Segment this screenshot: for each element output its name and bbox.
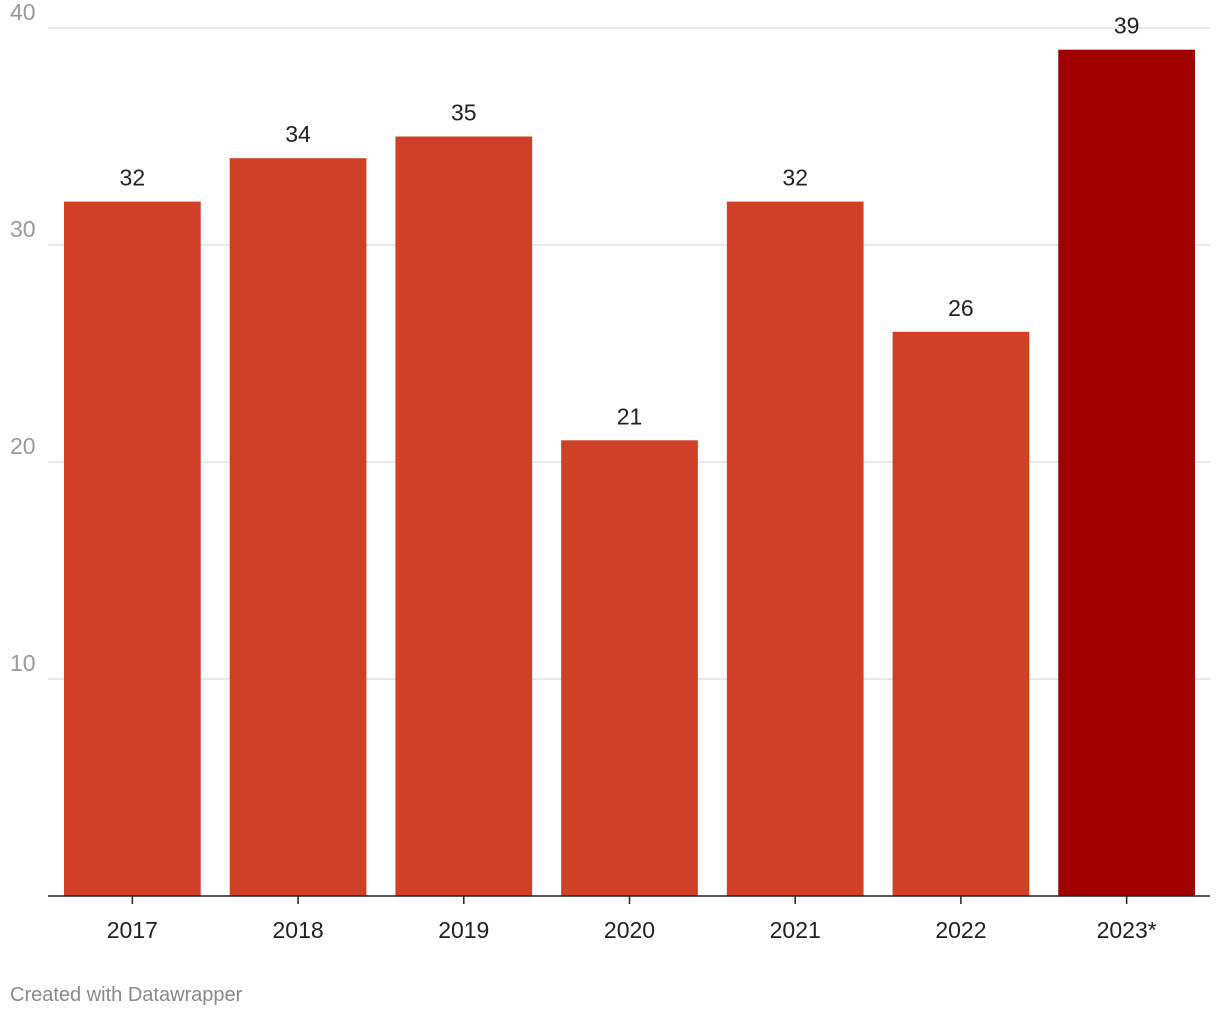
bar	[395, 136, 533, 896]
x-tick-label: 2022	[935, 917, 986, 943]
y-tick-label: 10	[10, 650, 36, 676]
y-tick-label: 20	[10, 433, 36, 459]
bars	[64, 49, 1195, 897]
y-tick-label: 40	[10, 0, 36, 25]
data-label: 39	[1114, 13, 1140, 39]
data-label: 26	[948, 295, 974, 321]
x-tick-label: 2020	[604, 917, 655, 943]
bar	[726, 201, 864, 897]
bar	[892, 331, 1030, 896]
x-tick-label: 2018	[272, 917, 323, 943]
data-label: 35	[451, 100, 477, 126]
bar	[561, 440, 698, 896]
y-tick-label: 30	[10, 216, 36, 242]
credit-text: Created with Datawrapper	[10, 984, 243, 1006]
bar	[1058, 49, 1195, 896]
data-labels: 32 34 35 21 32 26 39	[120, 13, 1140, 430]
y-axis-ticks: 10 20 30 40	[10, 0, 36, 676]
bar	[229, 158, 367, 896]
x-tick-label: 2023*	[1097, 917, 1157, 943]
data-label: 21	[617, 403, 643, 429]
data-label: 34	[285, 121, 311, 147]
x-tick-label: 2019	[438, 917, 489, 943]
data-label: 32	[120, 165, 146, 191]
data-label: 32	[782, 165, 808, 191]
bar	[64, 201, 201, 897]
x-tick-label: 2021	[770, 917, 821, 943]
x-axis-ticks: 2017 2018 2019 2020 2021 2022 2023*	[107, 896, 1157, 943]
x-tick-label: 2017	[107, 917, 158, 943]
